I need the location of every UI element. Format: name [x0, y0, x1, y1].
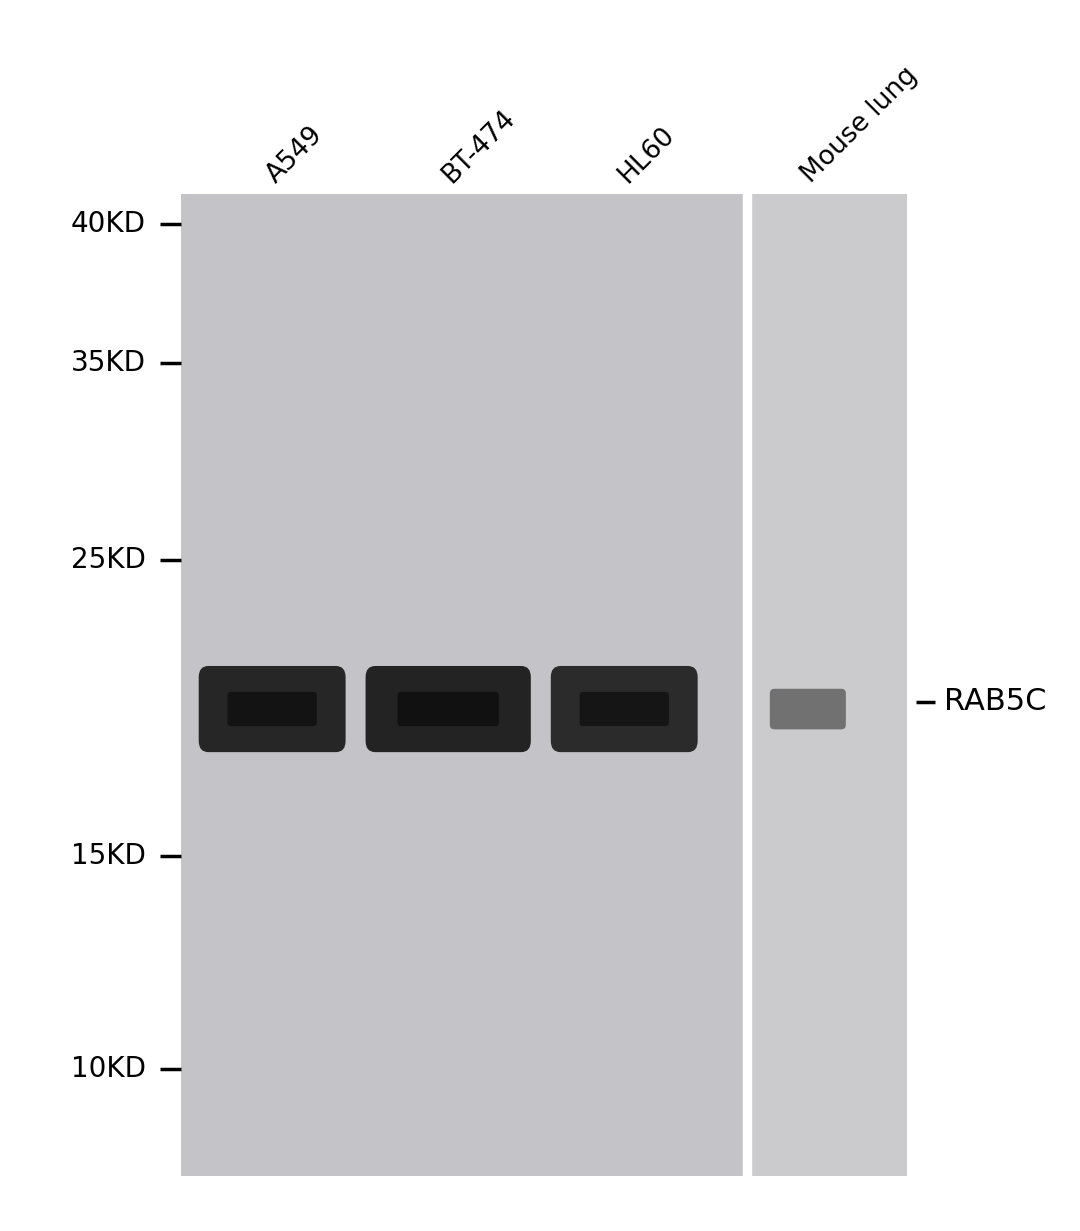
Text: 10KD: 10KD [71, 1055, 146, 1082]
Bar [181, 194, 743, 1176]
Text: 15KD: 15KD [71, 842, 146, 869]
Text: A549: A549 [261, 122, 328, 188]
FancyBboxPatch shape [580, 692, 669, 726]
FancyBboxPatch shape [397, 692, 499, 726]
FancyBboxPatch shape [770, 689, 846, 729]
FancyBboxPatch shape [551, 666, 698, 752]
FancyBboxPatch shape [199, 666, 346, 752]
Text: Mouse lung: Mouse lung [797, 63, 922, 188]
FancyBboxPatch shape [228, 692, 316, 726]
Text: BT-474: BT-474 [437, 105, 521, 188]
Text: 40KD: 40KD [71, 211, 146, 238]
Text: HL60: HL60 [613, 122, 680, 188]
FancyBboxPatch shape [365, 666, 530, 752]
Text: 35KD: 35KD [71, 350, 146, 377]
Text: RAB5C: RAB5C [944, 687, 1047, 716]
Text: 25KD: 25KD [71, 547, 146, 574]
Bar [751, 194, 907, 1176]
